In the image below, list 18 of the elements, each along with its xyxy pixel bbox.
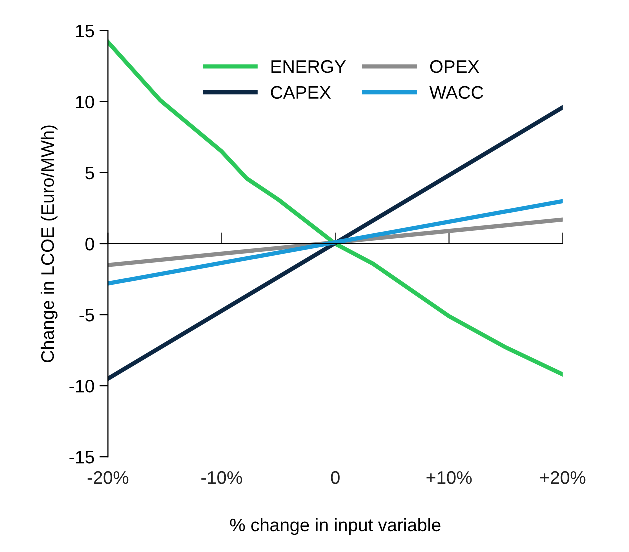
y-tick-label: -15 bbox=[70, 451, 94, 464]
legend-label: CAPEX bbox=[271, 86, 332, 100]
x-tick-label: +10% bbox=[426, 471, 472, 484]
x-tick-label: -20% bbox=[88, 471, 129, 484]
legend-label: ENERGY bbox=[272, 60, 346, 74]
y-tick-label: 5 bbox=[86, 167, 94, 180]
legend-label: OPEX bbox=[430, 60, 480, 74]
x-tick-label: 0 bbox=[331, 471, 340, 484]
y-tick-label: -10 bbox=[70, 380, 94, 393]
y-tick-label: 15 bbox=[76, 25, 94, 38]
legend-label: WACC bbox=[430, 86, 484, 100]
x-tick-label: +20% bbox=[540, 471, 586, 484]
y-tick-label: 10 bbox=[76, 96, 94, 109]
y-axis-title: Change in LCOE (Euro/MWh) bbox=[40, 126, 58, 362]
x-tick-label: -10% bbox=[202, 471, 242, 484]
y-tick-label: 0 bbox=[86, 238, 94, 251]
x-axis-title: % change in input variable bbox=[230, 518, 441, 536]
y-tick-label: -5 bbox=[80, 309, 94, 322]
